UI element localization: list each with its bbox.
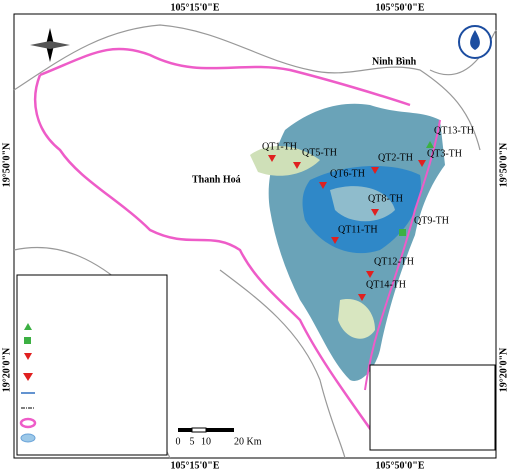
well-label: QT8-TH — [368, 193, 403, 204]
coord-right: 19°20'0"N — [498, 347, 509, 392]
coord-top: 105°50'0"E — [376, 2, 425, 13]
coord-left: 19°50'0"N — [1, 142, 12, 187]
coord-bottom: 105°50'0"E — [376, 460, 425, 471]
well-label: QT3-TH — [427, 148, 462, 159]
well-label: QT6-TH — [330, 168, 365, 179]
well-label: QT9-TH — [414, 215, 449, 226]
coast-boundary — [364, 119, 441, 391]
depth-area — [250, 103, 445, 381]
well-label: QT13-TH — [434, 125, 474, 136]
coord-top: 105°15'0"E — [171, 2, 220, 13]
legend-symbols — [19, 323, 37, 443]
scale-bar — [178, 427, 234, 433]
north-arrow — [30, 28, 70, 62]
scale-label: 10 — [201, 436, 211, 447]
coord-bottom: 105°15'0"E — [171, 460, 220, 471]
coord-right: 19°50'0"N — [498, 142, 509, 187]
well-label: QT5-TH — [302, 147, 337, 158]
depth-legend-box — [369, 364, 496, 451]
well-markers — [268, 141, 434, 301]
well-label: QT1-TH — [262, 141, 297, 152]
legend-box — [16, 274, 168, 456]
place-label: Ninh Bình — [372, 56, 417, 67]
logo — [458, 25, 492, 59]
coord-left: 19°20'0"N — [1, 347, 12, 392]
well-label: QT11-TH — [338, 224, 378, 235]
place-label: Thanh Hoá — [192, 174, 241, 185]
well-label: QT2-TH — [378, 152, 413, 163]
scale-label: 5 — [190, 436, 195, 447]
scale-label: 0 — [176, 436, 181, 447]
well-label: QT14-TH — [366, 279, 406, 290]
basin-boundary — [33, 47, 411, 441]
scale-label: 20 Km — [234, 436, 262, 447]
well-label: QT12-TH — [374, 256, 414, 267]
